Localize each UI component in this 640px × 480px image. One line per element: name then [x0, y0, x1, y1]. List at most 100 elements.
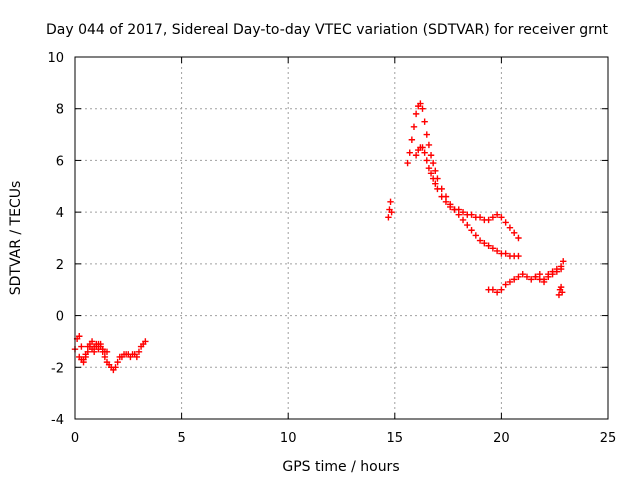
data-point [472, 232, 480, 239]
data-point [78, 343, 85, 350]
data-point [421, 149, 428, 156]
data-point [532, 273, 539, 280]
y-tick-label: -2 [51, 361, 64, 376]
data-point [485, 242, 492, 249]
y-tick-labels: -4 -2 0 2 4 6 8 10 [47, 51, 64, 428]
y-tick-label: 4 [56, 206, 64, 221]
data-point [133, 353, 141, 361]
data-point [438, 193, 445, 200]
data-point [459, 216, 467, 224]
data-point [493, 289, 501, 296]
data-point [536, 276, 543, 283]
data-point [432, 167, 439, 174]
data-points [71, 100, 567, 374]
data-point [427, 170, 435, 177]
data-point [459, 208, 467, 216]
data-point [114, 358, 121, 366]
data-point [103, 348, 111, 355]
series-segment-1 [71, 333, 149, 374]
series-segment-5 [412, 144, 522, 242]
data-point [489, 286, 497, 293]
data-point [502, 219, 509, 226]
data-point [476, 214, 484, 221]
data-point [142, 338, 149, 345]
data-point [410, 123, 418, 131]
data-point [464, 221, 471, 229]
data-point [385, 214, 392, 221]
data-point [82, 353, 89, 361]
data-point [502, 281, 509, 288]
data-point [528, 276, 535, 283]
data-point [476, 237, 484, 244]
y-tick-label: 10 [47, 51, 64, 66]
data-point [429, 159, 437, 167]
data-point [412, 110, 420, 118]
data-point [84, 348, 91, 355]
data-point [76, 333, 83, 340]
data-point [468, 227, 475, 234]
data-point [425, 141, 433, 149]
x-tick-label: 5 [177, 431, 185, 446]
data-point [421, 118, 428, 125]
x-tick-label: 20 [493, 431, 510, 446]
data-point [549, 271, 556, 278]
data-point [493, 247, 501, 255]
data-point [429, 175, 437, 182]
y-tick-label: -4 [51, 413, 64, 428]
data-point [417, 100, 424, 107]
data-point [112, 364, 119, 371]
data-point [427, 152, 435, 159]
x-tick-label: 15 [387, 431, 404, 446]
data-point [423, 131, 430, 138]
data-point [485, 216, 492, 224]
y-tick-label: 2 [56, 258, 64, 273]
data-point [455, 206, 462, 213]
data-point [388, 208, 395, 216]
x-tick-labels: 0 5 10 15 20 25 [71, 431, 616, 446]
data-point [425, 164, 433, 172]
data-point [502, 250, 509, 257]
data-point [519, 271, 526, 278]
data-point [553, 265, 561, 273]
data-point [387, 198, 394, 205]
axis-ticks [74, 56, 609, 420]
y-axis-title: SDTVAR / TECUs [8, 181, 24, 296]
data-point [515, 273, 522, 280]
data-point [506, 224, 514, 231]
data-point [506, 278, 514, 286]
data-point [419, 144, 426, 151]
data-point [510, 276, 518, 283]
data-point [419, 105, 426, 112]
chart-title: Day 044 of 2017, Sidereal Day-to-day VTE… [46, 22, 608, 38]
x-tick-label: 25 [600, 431, 617, 446]
data-point [560, 258, 567, 265]
gridlines [75, 57, 608, 419]
data-point [540, 278, 548, 286]
series-segment-4 [404, 100, 522, 260]
data-point [510, 229, 518, 237]
series-segment-2 [76, 340, 111, 366]
data-point [135, 348, 143, 355]
plot-frame [74, 56, 609, 420]
data-point [515, 234, 522, 242]
data-point [498, 286, 505, 293]
y-tick-label: 8 [56, 103, 64, 118]
data-point [468, 211, 475, 218]
data-point [406, 149, 413, 156]
y-tick-label: 6 [56, 154, 64, 169]
data-point [434, 185, 441, 193]
x-axis-title: GPS time / hours [282, 459, 399, 475]
data-point [515, 252, 522, 260]
data-point [523, 273, 531, 280]
data-point [558, 289, 566, 296]
data-point [545, 273, 552, 280]
data-point [90, 348, 98, 355]
data-point [447, 203, 454, 211]
data-point [442, 198, 450, 205]
y-tick-label: 0 [56, 310, 64, 325]
x-tick-label: 0 [71, 431, 79, 446]
x-tick-label: 10 [280, 431, 297, 446]
series-segment-8 [555, 283, 566, 299]
data-point [432, 180, 439, 187]
